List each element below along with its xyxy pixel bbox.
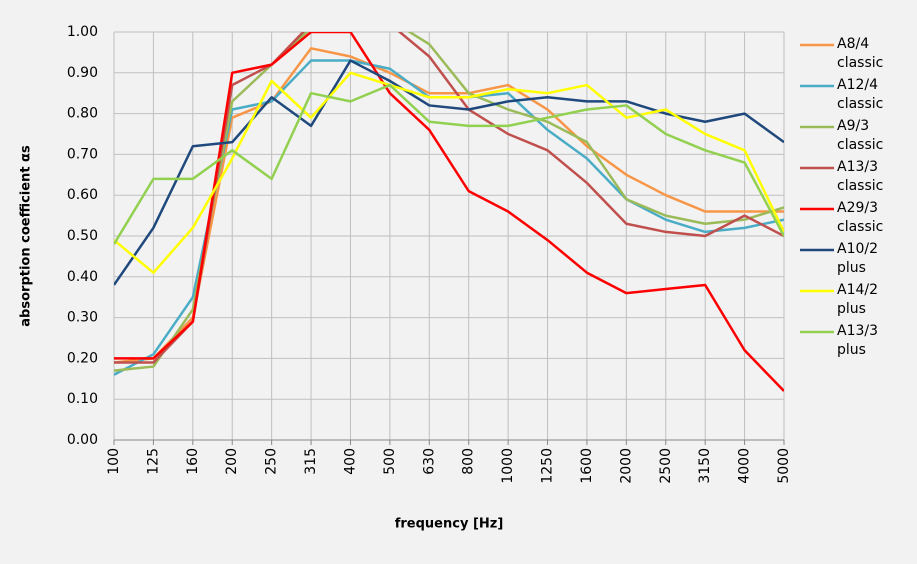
y-tick-label: 0.20 <box>67 350 98 366</box>
y-tick-label: 0.70 <box>67 146 98 162</box>
x-tick-label: 5000 <box>776 448 792 484</box>
legend-label: A13/3 classic <box>837 159 884 194</box>
series-line <box>114 32 784 392</box>
legend-label: A8/4 classic <box>837 36 884 71</box>
x-tick-label: 1250 <box>540 448 556 484</box>
y-tick-label: 0.10 <box>67 391 98 407</box>
y-tick-label: 0.50 <box>67 228 98 244</box>
legend-label: A29/3 classic <box>837 200 884 235</box>
y-tick-label: 0.90 <box>67 65 98 81</box>
x-tick-label: 250 <box>264 448 280 475</box>
legend-label: A10/2 plus <box>837 241 879 276</box>
x-tick-label: 400 <box>342 448 358 475</box>
x-tick-label: 200 <box>224 448 240 475</box>
series-line <box>114 83 784 245</box>
x-tick-label: 3150 <box>697 448 713 484</box>
y-tick-label: 0.40 <box>67 269 98 285</box>
x-tick-label: 500 <box>382 448 398 475</box>
legend-label: A13/3 plus <box>837 323 879 358</box>
x-tick-label: 800 <box>461 448 477 475</box>
x-tick-label: 100 <box>106 448 122 475</box>
y-tick-label: 1.00 <box>67 24 98 40</box>
x-tick-label: 1000 <box>500 448 516 484</box>
y-tick-label: 0.60 <box>67 187 98 203</box>
x-tick-label: 1600 <box>579 448 595 484</box>
series-line <box>114 71 784 274</box>
plot <box>114 32 784 392</box>
legend-label: A9/3 classic <box>837 118 884 153</box>
series-line <box>114 32 784 364</box>
legend-label: A14/2 plus <box>837 282 879 317</box>
x-tick-label: 125 <box>145 448 161 475</box>
series-line <box>114 47 784 364</box>
x-axis-title: frequency [Hz] <box>395 517 504 532</box>
x-tick-label: 2500 <box>658 448 674 484</box>
y-tick-label: 0.80 <box>67 106 98 122</box>
x-tick-label: 630 <box>421 448 437 475</box>
x-tick-label: 4000 <box>737 448 753 484</box>
x-tick-label: 2000 <box>618 448 634 484</box>
x-tick-label: 315 <box>303 448 319 475</box>
series-line <box>114 32 784 372</box>
x-tick-label: 160 <box>185 448 201 475</box>
legend-label: A12/4 classic <box>837 77 884 112</box>
y-tick-label: 0.30 <box>67 310 98 326</box>
y-tick-label: 0.00 <box>67 432 98 448</box>
y-axis-title: absorption coefficient αs <box>19 145 34 327</box>
